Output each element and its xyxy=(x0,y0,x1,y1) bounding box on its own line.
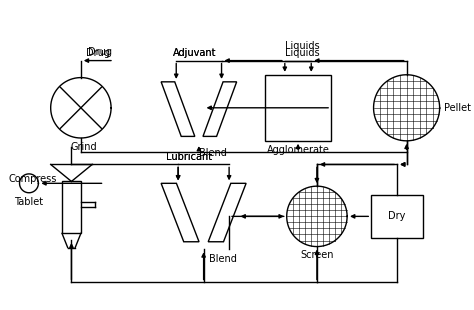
Bar xyxy=(62,181,81,233)
Text: Liquids: Liquids xyxy=(285,41,320,51)
Text: Liquids: Liquids xyxy=(285,48,320,58)
Text: Dry: Dry xyxy=(389,211,406,221)
Text: Screen: Screen xyxy=(300,250,334,260)
Text: Tablet: Tablet xyxy=(14,197,44,206)
Text: Blend: Blend xyxy=(209,254,237,264)
Text: Adjuvant: Adjuvant xyxy=(173,48,216,58)
Text: Grind: Grind xyxy=(71,142,97,152)
Bar xyxy=(371,195,423,237)
Text: Blend: Blend xyxy=(199,148,227,158)
Bar xyxy=(265,75,331,141)
Text: Adjuvant: Adjuvant xyxy=(173,48,216,58)
Text: Drug: Drug xyxy=(88,47,112,57)
Text: Agglomerate: Agglomerate xyxy=(266,145,329,155)
Text: Lubricant: Lubricant xyxy=(166,152,212,162)
Text: Compress: Compress xyxy=(9,174,57,184)
Text: Drug: Drug xyxy=(86,48,110,58)
Text: Pellet: Pellet xyxy=(444,103,471,113)
Text: Lubricant: Lubricant xyxy=(166,152,212,162)
